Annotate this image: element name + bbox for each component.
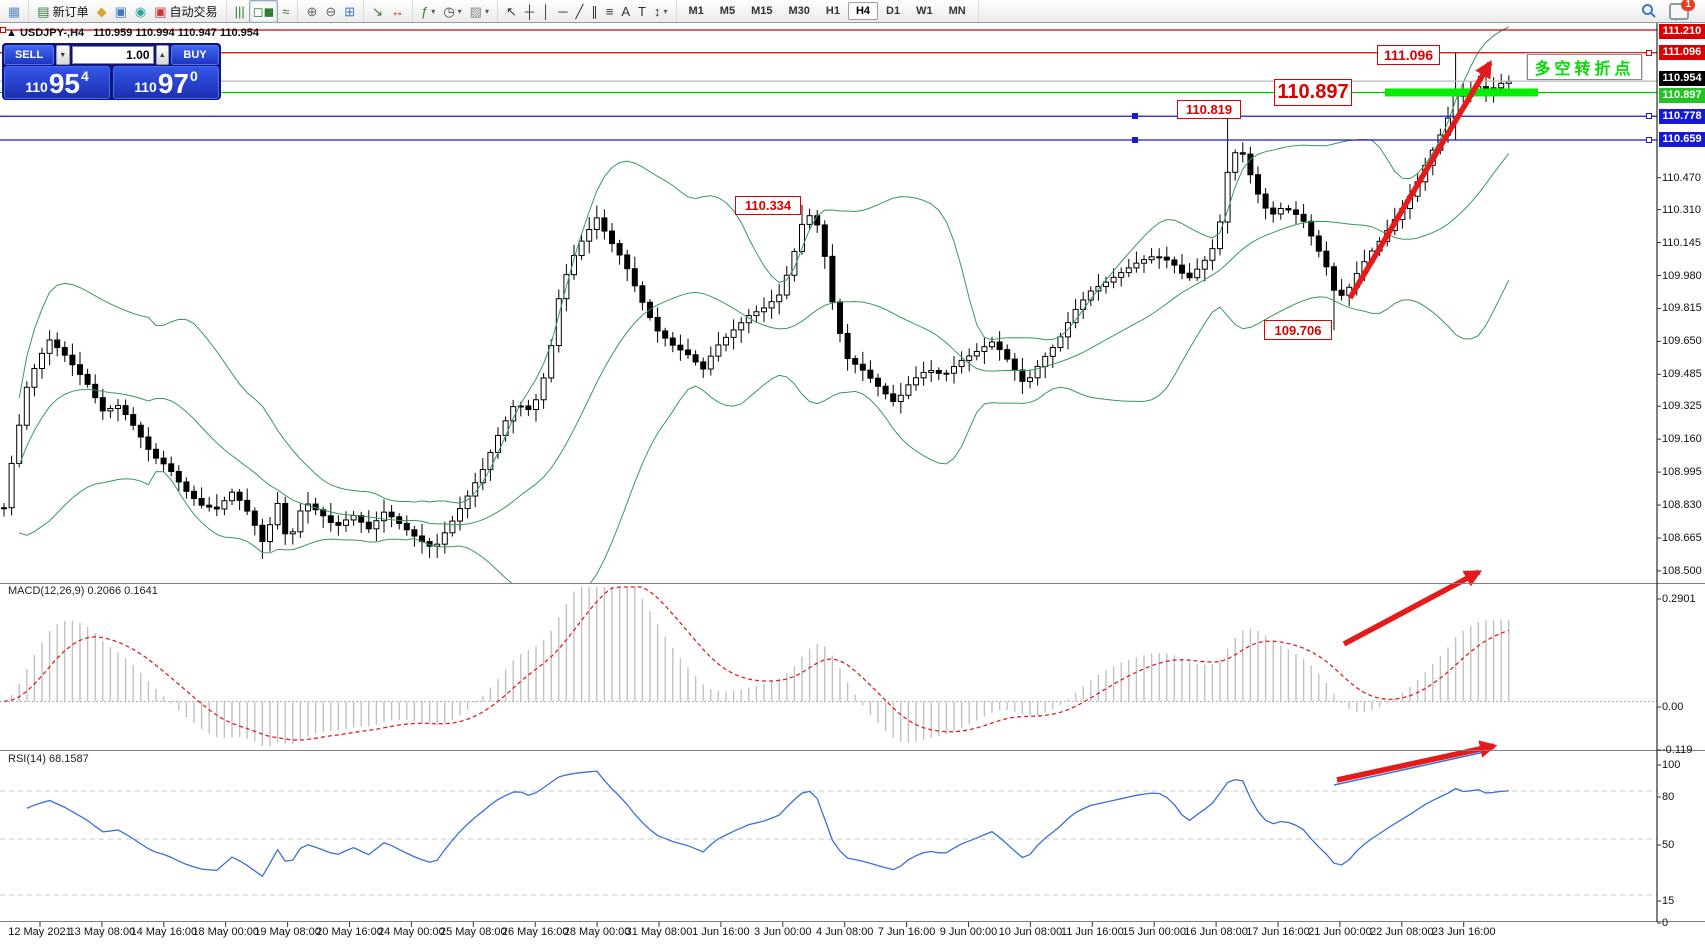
zoom-in-icon: ⊕ <box>306 3 318 19</box>
vertical-line-icon: │ <box>542 3 551 19</box>
timeframe-h1[interactable]: H1 <box>825 5 840 17</box>
sell-button[interactable]: SELL <box>4 45 54 65</box>
candlestick-chart-icon[interactable]: ◻◼ <box>248 0 279 23</box>
line-chart-icon[interactable]: ≈ <box>278 0 293 23</box>
navigator-icon[interactable]: ▣ <box>111 0 131 23</box>
buy-price-big: 97 <box>157 68 189 100</box>
new-order-button-label: 新订单 <box>52 4 89 19</box>
volume-input[interactable] <box>71 46 154 64</box>
buy-button[interactable]: BUY <box>171 45 219 65</box>
timeframe-mn[interactable]: MN <box>948 5 966 17</box>
channel-icon: ∥ <box>591 3 598 19</box>
notification-badge: 1 <box>1681 0 1695 11</box>
chart-shift-icon: ↔ <box>391 3 405 19</box>
text-icon[interactable]: A <box>617 0 634 23</box>
toolbar-group: ↖ ┼ │ ─ ╱ ∥ ≡ A T ↕ ▾ <box>498 0 677 22</box>
toolbar-group: ||| ◻◼ ≈ <box>227 0 299 23</box>
fibonacci-icon: ≡ <box>605 3 614 19</box>
timeframe-h4[interactable]: H4 <box>847 2 879 20</box>
templates-button[interactable]: ▨ ▾ <box>466 0 493 23</box>
timeframe-m1[interactable]: M1 <box>688 5 704 17</box>
fibonacci-icon[interactable]: ≡ <box>602 0 618 23</box>
timeframe-w1[interactable]: W1 <box>916 5 933 17</box>
channel-icon[interactable]: ∥ <box>587 0 602 23</box>
text-icon: A <box>621 3 631 19</box>
bar-chart-icon: ||| <box>234 3 245 19</box>
sell-price-prefix: 110 <box>25 79 48 95</box>
auto-scroll-icon[interactable]: ↘ <box>368 0 387 23</box>
vertical-line-icon[interactable]: │ <box>538 0 554 23</box>
buy-price-sup: 0 <box>189 68 198 84</box>
zoom-in-icon[interactable]: ⊕ <box>302 0 321 23</box>
market-watch-icon[interactable]: ◆ <box>93 0 111 23</box>
indicators-button-dropdown[interactable]: ▾ <box>431 6 436 16</box>
chart-shift-icon[interactable]: ↔ <box>387 0 408 23</box>
volume-down-spinner[interactable]: ▼ <box>56 45 70 65</box>
signals-icon[interactable]: ◉ <box>131 0 150 23</box>
arrows-icon-dropdown[interactable]: ▾ <box>663 6 668 16</box>
arrows-icon[interactable]: ↕ ▾ <box>650 0 672 23</box>
timeframe-group: M1 M5 M15 M30 H1 H4 D1 W1 MN <box>677 0 979 22</box>
sell-price-sup: 4 <box>80 68 89 84</box>
text-label-icon[interactable]: T <box>634 0 650 23</box>
buy-price-tile[interactable]: 110 97 0 <box>113 66 219 99</box>
charts-window-icon: ▦ <box>8 3 21 19</box>
templates-button-dropdown[interactable]: ▾ <box>484 6 489 16</box>
templates-button: ▨ <box>469 3 482 19</box>
trendline-icon[interactable]: ╱ <box>571 0 587 23</box>
toolbar-group: ↘ ↔ <box>364 0 414 23</box>
autotrading-button: ▣ <box>154 3 167 19</box>
charts-window-icon[interactable]: ▦ <box>4 0 24 23</box>
tile-windows-icon[interactable]: ⊞ <box>340 0 359 23</box>
zoom-out-icon: ⊖ <box>325 3 337 19</box>
zoom-out-icon[interactable]: ⊖ <box>321 0 340 23</box>
horizontal-line-icon[interactable]: ─ <box>554 0 571 23</box>
toolbar-group: ⊕ ⊖ ⊞ <box>298 0 365 23</box>
candlestick-chart-icon: ◻◼ <box>252 3 275 19</box>
sell-price-big: 95 <box>48 68 80 100</box>
search-icon[interactable] <box>1641 3 1657 19</box>
horizontal-line-icon: ─ <box>558 3 568 19</box>
periods-button: ◷ <box>443 3 455 19</box>
toolbar: ▦ ▤ 新订单 ◆ ▣ ◉ ▣ 自动交易 ||| ◻◼ ≈ ⊕ ⊖ ⊞ ↘ ↔ ƒ ▾ ◷ ▾ ▨ ▾ ↖ ┼ │ ─ ╱ ∥ ≡ A T ↕… <box>0 0 1705 23</box>
indicators-button: ƒ <box>421 3 429 19</box>
crosshair-icon: ┼ <box>524 3 535 19</box>
signals-icon: ◉ <box>134 3 147 19</box>
timeframe-m30[interactable]: M30 <box>788 5 810 17</box>
timeframe-m15[interactable]: M15 <box>751 5 773 17</box>
market-watch-icon: ◆ <box>96 3 107 19</box>
toolbar-group: ƒ ▾ ◷ ▾ ▨ ▾ <box>413 0 498 22</box>
line-chart-icon: ≈ <box>282 3 290 19</box>
buy-price-prefix: 110 <box>134 79 157 95</box>
indicators-button[interactable]: ƒ ▾ <box>417 0 439 23</box>
autotrading-button-label: 自动交易 <box>169 4 218 19</box>
toolbar-group: ▦ <box>0 0 30 23</box>
bar-chart-icon[interactable]: ||| <box>231 0 249 23</box>
cursor-icon[interactable]: ↖ <box>502 0 521 23</box>
auto-scroll-icon: ↘ <box>372 3 384 19</box>
tile-windows-icon: ⊞ <box>344 3 356 19</box>
volume-up-spinner[interactable]: ▲ <box>155 45 169 65</box>
autotrading-button[interactable]: ▣ 自动交易 <box>150 0 221 23</box>
navigator-icon: ▣ <box>114 3 127 19</box>
sell-price-tile[interactable]: 110 95 4 <box>4 66 110 99</box>
timeframe-d1[interactable]: D1 <box>886 5 901 17</box>
periods-button-dropdown[interactable]: ▾ <box>457 6 462 16</box>
toolbar-group: ▤ 新订单 ◆ ▣ ◉ ▣ 自动交易 <box>29 0 227 23</box>
timeframe-m5[interactable]: M5 <box>719 5 736 17</box>
chat-icon[interactable]: 1 <box>1669 0 1695 21</box>
new-order-button[interactable]: ▤ 新订单 <box>33 0 92 23</box>
new-order-button: ▤ <box>37 3 50 19</box>
trendline-icon: ╱ <box>575 3 584 19</box>
arrows-icon: ↕ <box>654 3 661 19</box>
periods-button[interactable]: ◷ ▾ <box>439 0 465 23</box>
crosshair-icon[interactable]: ┼ <box>521 0 538 23</box>
text-label-icon: T <box>638 3 646 19</box>
one-click-trading-panel: SELL ▼ ▲ BUY 110 95 4 110 97 0 <box>2 43 221 100</box>
cursor-icon: ↖ <box>505 3 517 19</box>
